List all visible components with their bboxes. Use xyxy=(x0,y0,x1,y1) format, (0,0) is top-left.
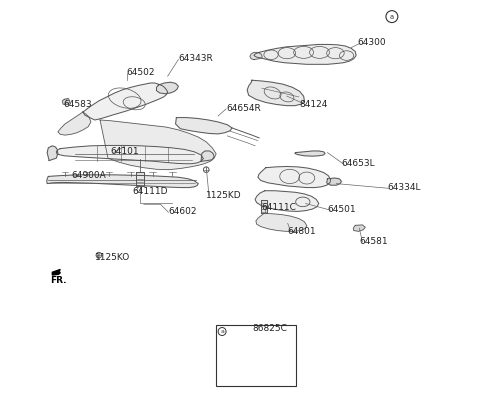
Text: a: a xyxy=(390,14,394,20)
Polygon shape xyxy=(254,44,356,64)
Text: a: a xyxy=(220,329,224,334)
Text: 64300: 64300 xyxy=(357,38,386,47)
Text: 64801: 64801 xyxy=(288,227,316,236)
Text: 1125KO: 1125KO xyxy=(95,253,130,262)
Text: 64101: 64101 xyxy=(111,147,139,156)
Polygon shape xyxy=(156,82,179,94)
Polygon shape xyxy=(100,120,216,170)
Text: 64653L: 64653L xyxy=(341,159,375,168)
Text: 64654R: 64654R xyxy=(226,104,261,113)
Polygon shape xyxy=(255,191,319,211)
Polygon shape xyxy=(261,200,267,213)
Polygon shape xyxy=(258,166,331,188)
Text: 64581: 64581 xyxy=(360,237,388,246)
Polygon shape xyxy=(58,112,91,135)
Polygon shape xyxy=(295,151,325,156)
Text: 64501: 64501 xyxy=(327,205,356,214)
Polygon shape xyxy=(136,172,144,186)
FancyBboxPatch shape xyxy=(216,325,296,386)
Polygon shape xyxy=(327,178,341,185)
Polygon shape xyxy=(47,146,58,160)
Text: FR.: FR. xyxy=(50,276,66,285)
Text: 84124: 84124 xyxy=(300,100,328,109)
Polygon shape xyxy=(176,118,232,134)
Text: 64502: 64502 xyxy=(127,68,155,77)
Polygon shape xyxy=(250,52,262,59)
Polygon shape xyxy=(83,83,168,120)
Polygon shape xyxy=(247,80,304,106)
Text: 64602: 64602 xyxy=(168,207,197,216)
Text: 86825C: 86825C xyxy=(252,324,287,333)
Text: 64343R: 64343R xyxy=(179,54,213,63)
Text: 64900A: 64900A xyxy=(71,171,106,180)
Text: 64334L: 64334L xyxy=(387,183,420,192)
Polygon shape xyxy=(47,175,198,188)
Polygon shape xyxy=(52,269,60,275)
Text: 64111D: 64111D xyxy=(132,187,168,196)
Polygon shape xyxy=(56,145,204,164)
Polygon shape xyxy=(353,225,365,231)
Text: 64111C: 64111C xyxy=(262,203,297,212)
Polygon shape xyxy=(201,151,214,161)
Text: 1125KD: 1125KD xyxy=(206,191,242,200)
Polygon shape xyxy=(62,99,70,105)
Text: 64583: 64583 xyxy=(63,100,92,109)
Polygon shape xyxy=(256,213,307,231)
